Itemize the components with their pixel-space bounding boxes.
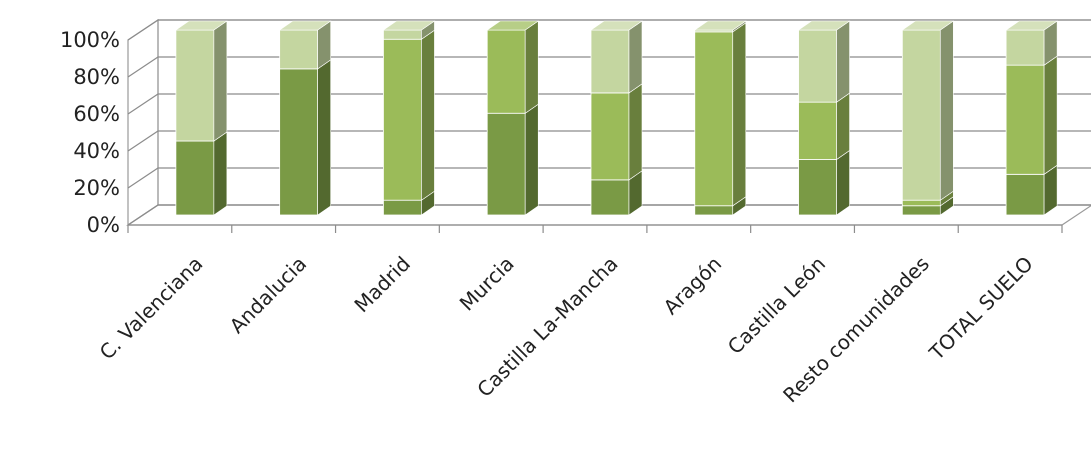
y-axis-ticks: 0% 20% 40% 60% 80% 100% [60,28,120,237]
bar-segment [590,83,643,181]
gridlines [127,19,1091,226]
bar-front [1005,64,1045,175]
gridline [127,167,1091,189]
gridline [127,204,1091,226]
x-category-label: Murcia [455,252,519,316]
bar-side [524,20,539,114]
bar-top [1005,20,1059,31]
y-tick-label: 20% [73,176,120,200]
bar-front [383,29,422,40]
bar-side [628,20,643,94]
bar-segment [382,29,436,201]
gridline [127,130,1091,152]
bar-segment [1005,20,1059,66]
bar-segment [278,59,332,216]
bar-segment [1005,55,1059,175]
bar-side [213,131,228,216]
x-category-label: Madrid [349,252,415,318]
bar-segment [278,20,332,70]
gridline [127,93,1091,115]
bar-front [486,112,526,216]
x-category-label: Castilla León [723,252,830,359]
x-axis-labels: C. Valenciana Andalucia Madrid Murcia Castil… [95,252,1038,408]
y-tick-label: 40% [73,139,120,163]
bar-side [1043,55,1058,175]
bar-segment [590,20,643,94]
bar-side [940,20,954,201]
y-tick-label: 80% [73,65,120,89]
bar-front [279,29,319,70]
bar-top [278,20,332,31]
gridline [127,56,1091,78]
bar-segment [174,20,228,142]
bar-segment [693,20,747,33]
bar-side [317,59,331,216]
gridline [127,19,1091,41]
bar-front [590,92,630,181]
bar-front [175,29,215,142]
bar-front [279,68,319,216]
bar-front [1005,173,1045,216]
bar-front [901,205,941,216]
bar-side [628,83,643,181]
bar-front [1005,29,1045,66]
bar-segment [797,92,851,161]
bar-front [901,199,941,207]
bar-front [383,199,422,216]
bar-top [901,20,955,31]
x-category-label: TOTAL SUELO [924,252,1038,366]
bar-front [694,31,734,207]
y-tick-label: 0% [87,213,120,237]
bar-segment [486,20,540,114]
bar-top [486,20,540,31]
bar-segment [797,20,851,103]
bar-side [732,22,747,207]
bar-side [836,149,850,216]
bar-front [901,29,941,201]
bar-top [590,20,643,31]
bar-front [175,140,215,216]
bar-segment [693,22,747,207]
bar-front [798,29,837,103]
bar-side [524,103,539,216]
bar-side [213,20,228,142]
x-category-label: Andalucia [225,252,312,339]
bar-side [421,29,435,201]
bar-segment [174,131,228,216]
bar-front [590,179,630,216]
bar-segment [797,149,851,216]
bar-group [174,20,1059,216]
y-tick-label: 100% [60,28,120,52]
bar-top [382,20,436,31]
bar-front [383,38,422,201]
x-category-label: C. Valenciana [95,252,208,365]
bar-front [694,205,734,216]
bar-side [836,92,850,161]
bar-top [174,20,228,31]
side-wall [127,18,159,227]
bar-segment [901,20,955,201]
bar-top [693,20,747,31]
bar-side [836,20,850,103]
bar-segment [486,103,540,216]
bar-top [797,20,851,31]
bar-front [486,29,526,114]
x-category-label: Aragón [659,252,727,320]
x-axis [127,224,1063,233]
bar-segment [382,20,436,40]
bar-front [798,159,837,216]
y-tick-label: 60% [73,102,120,126]
bar-front [798,101,837,160]
bar-front [590,29,630,94]
